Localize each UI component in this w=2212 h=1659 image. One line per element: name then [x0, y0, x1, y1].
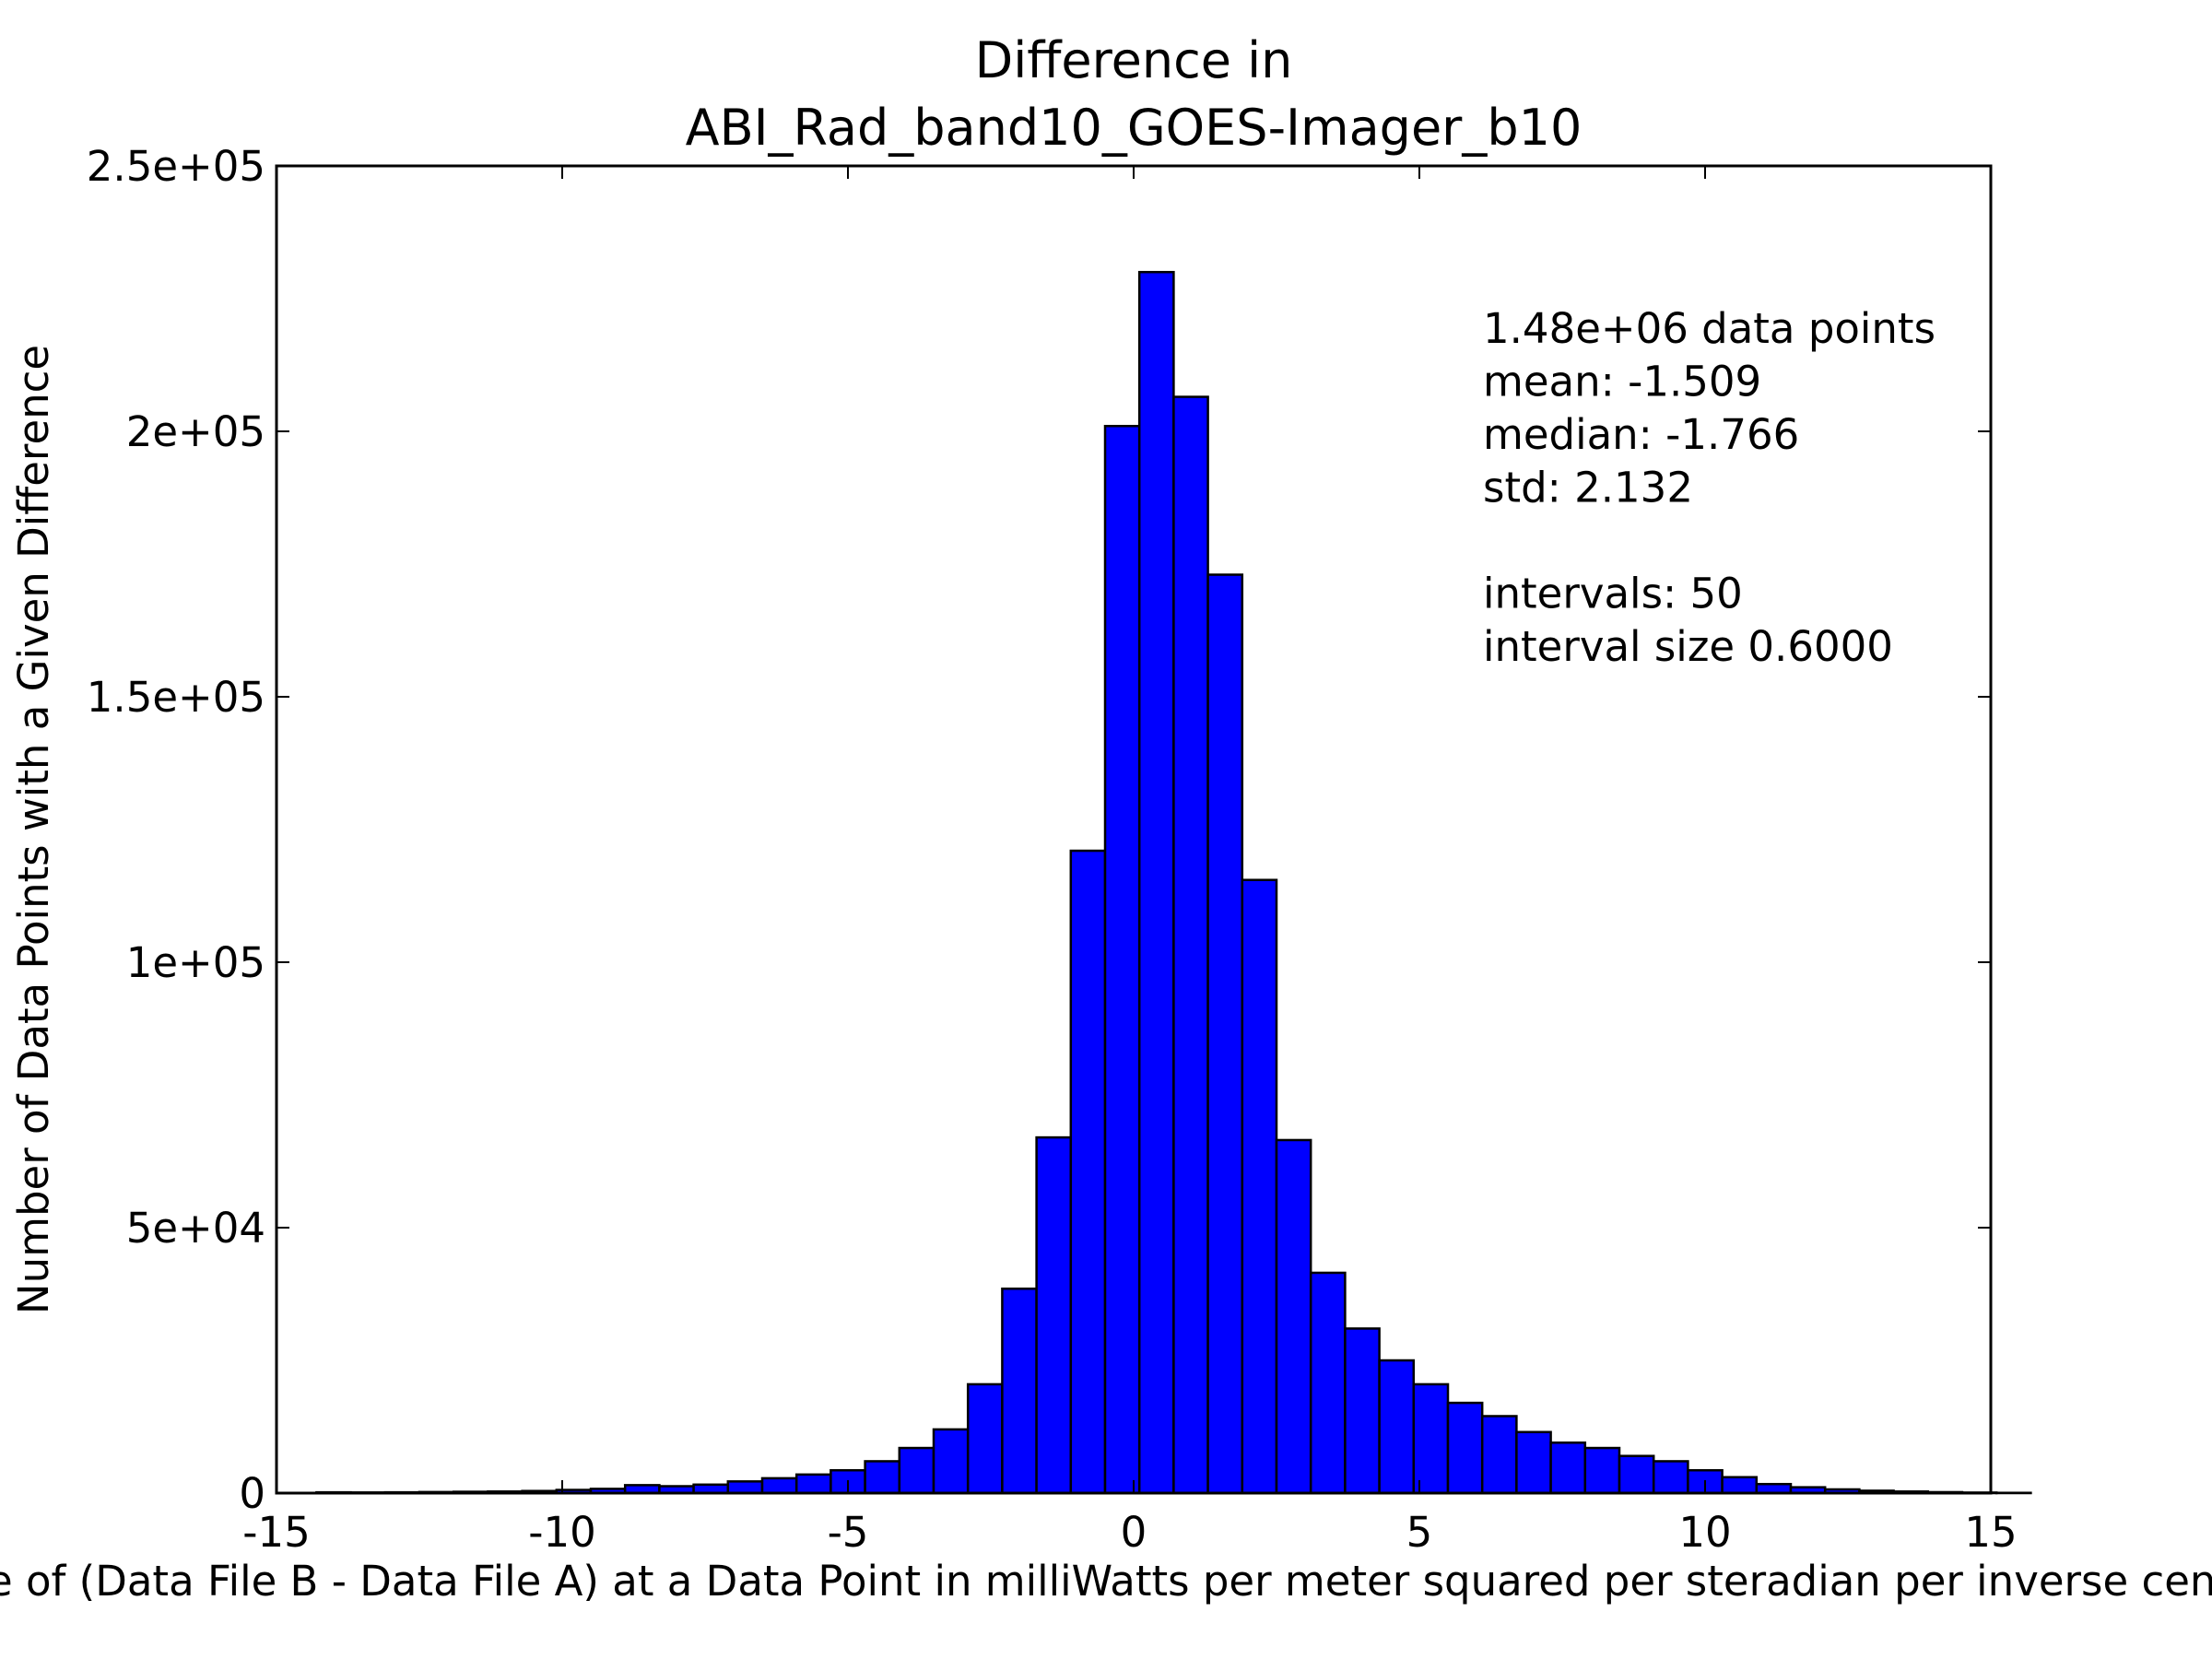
- annotation-line: intervals: 50: [1483, 570, 1743, 618]
- y-tick-label: 0: [239, 1469, 265, 1518]
- histogram-bar: [1446, 1401, 1484, 1495]
- histogram-bar: [1412, 1382, 1450, 1495]
- histogram-bar: [1172, 395, 1209, 1495]
- histogram-bar: [864, 1460, 901, 1495]
- histogram-bar: [1721, 1476, 1759, 1495]
- histogram-bar: [1480, 1415, 1518, 1495]
- histogram-bar: [1001, 1287, 1038, 1495]
- x-tick-label: -10: [528, 1508, 596, 1557]
- histogram-bar: [1618, 1454, 1655, 1495]
- annotation-line: median: -1.766: [1483, 410, 1799, 459]
- histogram-bar: [1137, 270, 1175, 1495]
- annotation-line: mean: -1.509: [1483, 358, 1761, 406]
- annotation-line: std: 2.132: [1483, 464, 1693, 512]
- histogram-bar: [1103, 424, 1141, 1495]
- bar-group: [315, 270, 2032, 1495]
- histogram-bar: [794, 1473, 832, 1495]
- histogram-bar: [1344, 1327, 1381, 1495]
- y-tick-label: 5e+04: [126, 1204, 265, 1253]
- histogram-bar: [1069, 849, 1107, 1495]
- stats-annotation: 1.48e+06 data points mean: -1.509median: …: [1483, 304, 1936, 671]
- histogram-bar: [1378, 1359, 1416, 1495]
- y-tick-label: 2.5e+05: [87, 142, 265, 191]
- histogram-bar: [1583, 1446, 1621, 1495]
- annotation-line: 1.48e+06 data points: [1483, 304, 1936, 353]
- chart-title-line-1: Difference in: [975, 31, 1293, 89]
- histogram-bar: [1275, 1138, 1312, 1495]
- chart-title-line-2: ABI_Rad_band10_GOES-Imager_b10: [686, 99, 1583, 157]
- annotation-line: interval size 0.6000: [1483, 622, 1893, 671]
- y-axis-label: Number of Data Points with a Given Diffe…: [9, 345, 58, 1314]
- x-tick-label: 0: [1121, 1508, 1147, 1557]
- histogram-bar: [1035, 1135, 1073, 1495]
- histogram-bar: [932, 1428, 970, 1495]
- histogram-bar: [966, 1382, 1004, 1495]
- tick-group: -15 -10 -5 0 5 10 15 0 5e+04 1e+05 1.5e+05 2e+05 2.5…: [87, 142, 2018, 1557]
- histogram-bar: [1549, 1441, 1587, 1495]
- y-tick-label: 1e+05: [126, 938, 265, 987]
- x-tick-label: 10: [1678, 1508, 1731, 1557]
- histogram-bar: [898, 1446, 935, 1495]
- y-tick-label: 1.5e+05: [87, 673, 265, 722]
- histogram-bar: [1309, 1271, 1347, 1495]
- histogram-bar: [760, 1477, 798, 1495]
- histogram-bar: [1206, 573, 1244, 1495]
- histogram-bar: [1652, 1460, 1689, 1495]
- x-tick-label: 5: [1406, 1508, 1433, 1557]
- histogram-bar: [1515, 1430, 1552, 1495]
- histogram-bar: [1241, 878, 1278, 1495]
- y-tick-label: 2e+05: [126, 407, 265, 456]
- plot-frame: [275, 164, 1993, 1495]
- histogram-bar: [726, 1480, 764, 1495]
- x-tick-label: -5: [828, 1508, 869, 1557]
- x-tick-label: -15: [242, 1508, 311, 1557]
- x-tick-label: 15: [1964, 1508, 2017, 1557]
- x-axis-label: Value of (Data File B - Data File A) at …: [0, 1557, 2212, 1606]
